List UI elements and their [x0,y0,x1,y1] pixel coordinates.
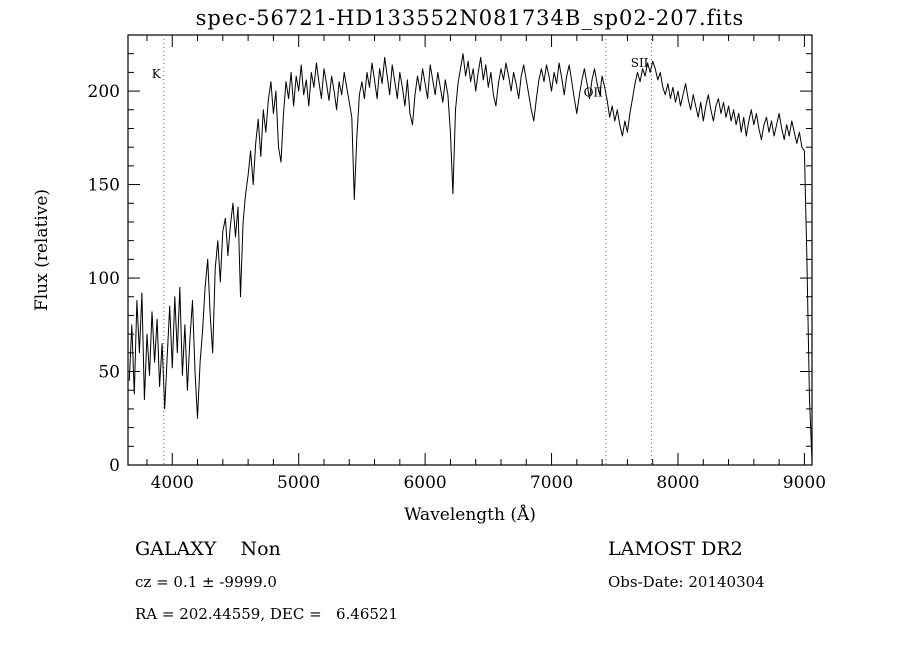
survey-label: LAMOST DR2 [608,538,743,560]
spectrum-line [128,53,813,462]
plot-frame [127,34,813,466]
y-tick-label: 200 [88,82,120,102]
y-tick-label: 0 [109,456,120,476]
plot-title: spec-56721-HD133552N081734B_sp02-207.fit… [195,6,745,30]
redshift-label: cz = 0.1 ± -9999.0 [135,573,277,591]
y-tick-label: 150 [88,176,120,196]
x-tick-label: 7000 [530,473,573,493]
obs-date-label: Obs-Date: 20140304 [608,573,765,591]
classification-label: GALAXY Non [135,538,281,560]
ra-dec-label: RA = 202.44559, DEC = 6.46521 [135,605,399,623]
x-tick-label: 9000 [783,473,826,493]
x-tick-label: 4000 [151,473,194,493]
y-tick-label: 50 [98,363,120,383]
x-tick-label: 6000 [403,473,446,493]
x-tick-label: 8000 [656,473,699,493]
y-tick-label: 100 [88,269,120,289]
spectral-line-label: K [152,67,162,81]
x-axis-label: Wavelength (Å) [404,505,536,525]
spectral-line-label: SII [631,56,649,70]
x-tick-label: 5000 [277,473,320,493]
